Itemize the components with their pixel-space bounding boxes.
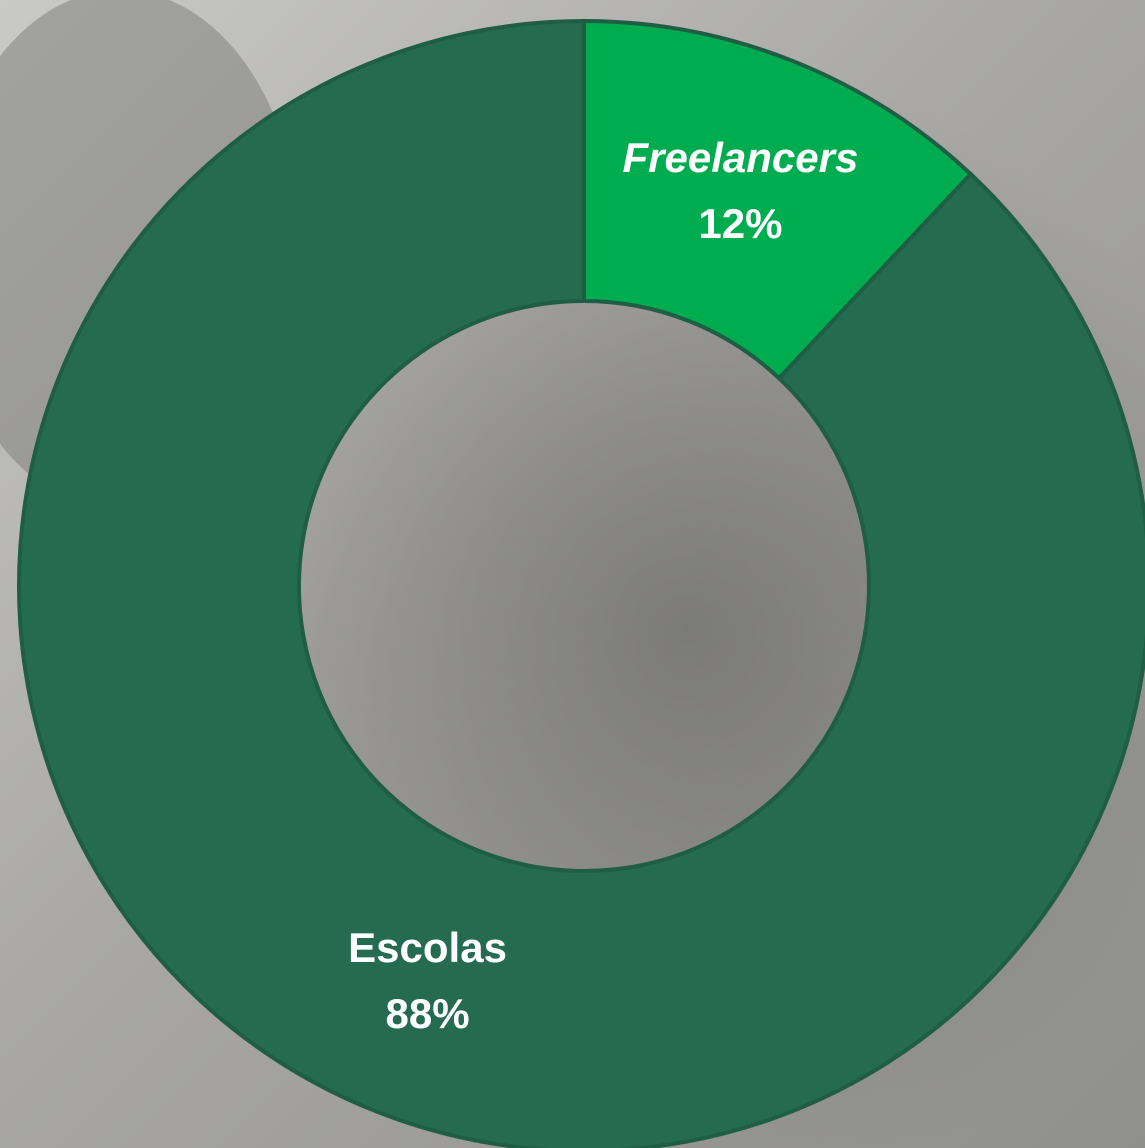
donut-slice <box>582 18 974 382</box>
category-label: Freelancers <box>623 134 859 181</box>
slices <box>17 18 1145 1148</box>
donut-slice <box>17 18 1145 1148</box>
labels: Freelancers 12% Escolas 88% <box>348 134 858 1037</box>
value-label: 88% <box>386 990 470 1037</box>
value-label: 12% <box>698 200 782 247</box>
category-label: Escolas <box>348 924 507 971</box>
